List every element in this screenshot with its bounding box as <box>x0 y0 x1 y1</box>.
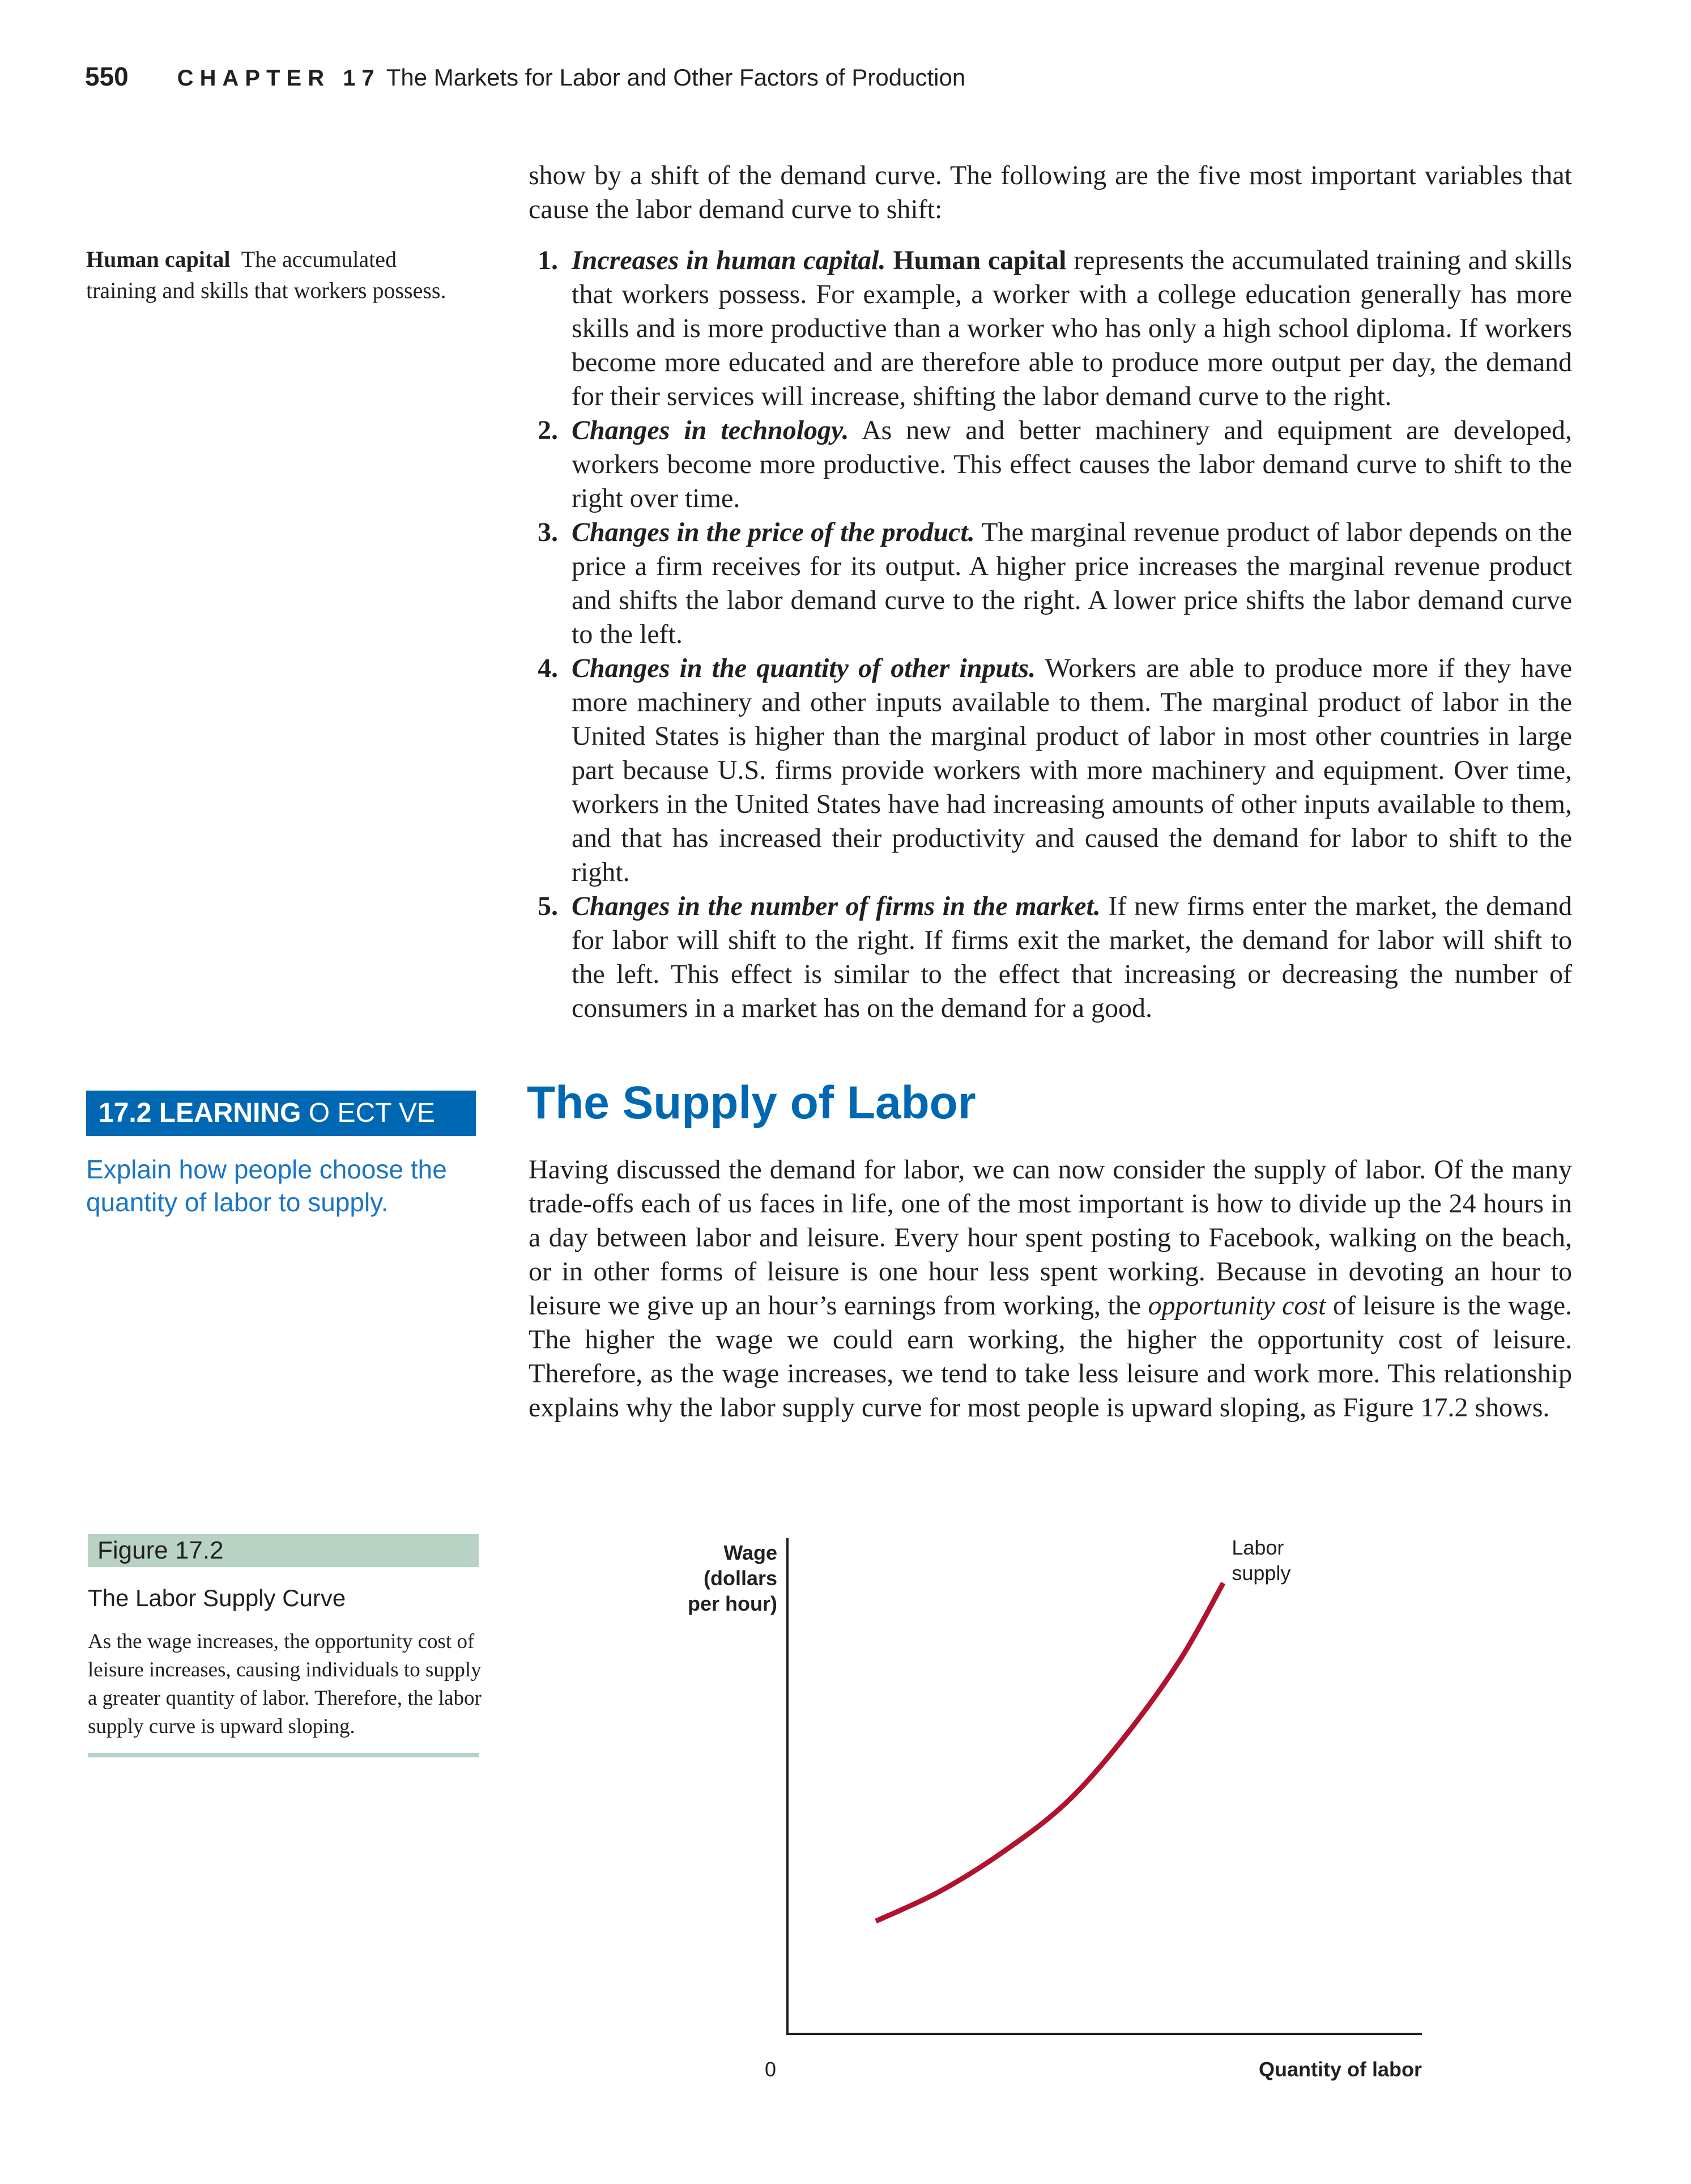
figure-label-bar <box>88 1534 479 1567</box>
y-axis-label: per hour) <box>688 1592 777 1615</box>
chapter-label: CHAPTER 17 <box>177 66 381 91</box>
glossary-definition: The accumulated training and skills that… <box>86 246 446 303</box>
figure-title: The Labor Supply Curve <box>88 1585 346 1611</box>
origin-label: 0 <box>765 2058 776 2081</box>
series-label: Labor <box>1232 1536 1284 1559</box>
list-text: represents the accumulated training and … <box>572 245 1573 411</box>
list-item: 2. Changes in technology. As new and bet… <box>529 414 1572 516</box>
figure-divider <box>88 1753 479 1757</box>
list-item: 3. Changes in the price of the product. … <box>529 516 1572 652</box>
learning-objective-banner: 17.2 LEARNING O ECT VE <box>86 1091 476 1136</box>
list-lead: Changes in the number of firms in the ma… <box>572 891 1101 921</box>
key-term: Human capital <box>893 245 1067 275</box>
intro-paragraph: show by a shift of the demand curve. The… <box>529 160 1572 224</box>
list-number: 5. <box>538 891 558 921</box>
emphasized-term: opportunity cost <box>1148 1291 1326 1321</box>
list-lead: Changes in the price of the product. <box>572 517 975 547</box>
list-item: 5. Changes in the number of firms in the… <box>529 889 1572 1025</box>
list-number: 1. <box>538 245 558 275</box>
page-number: 550 <box>85 62 129 91</box>
section-heading: The Supply of Labor <box>527 1077 976 1129</box>
x-axis-label: Quantity of labor <box>1259 2058 1422 2081</box>
list-number: 2. <box>538 415 558 445</box>
list-text: The marginal revenue product of labor de… <box>572 517 1573 649</box>
learning-objective-suffix: O ECT VE <box>308 1098 435 1128</box>
glossary-term: Human capital <box>86 246 231 272</box>
list-item: 1. Increases in human capital. Human cap… <box>529 244 1572 414</box>
list-lead: Increases in human capital. <box>572 245 886 275</box>
figure-caption: As the wage increases, the opportunity c… <box>88 1630 482 1738</box>
running-header: 550 CHAPTER 17 The Markets for Labor and … <box>85 61 965 92</box>
list-item: 4. Changes in the quantity of other inpu… <box>529 652 1572 889</box>
paragraph-text: Having discussed the demand for labor, w… <box>529 1155 1572 1321</box>
learning-objective-title: 17.2 LEARNING <box>99 1098 301 1128</box>
learning-objective-text: Explain how people choose the quantity o… <box>86 1155 447 1217</box>
chapter-title: The Markets for Labor and Other Factors … <box>386 64 966 91</box>
factor-list: 1. Increases in human capital. Human cap… <box>529 244 1572 1025</box>
y-axis-label: (dollars <box>704 1566 777 1590</box>
list-text: Workers are able to produce more if they… <box>572 653 1572 887</box>
labor-supply-curve <box>875 1581 1226 1924</box>
list-lead: Changes in the quantity of other inputs. <box>572 653 1036 683</box>
list-lead: Changes in technology. <box>572 415 849 445</box>
figure-label: Figure 17.2 <box>97 1536 224 1564</box>
section-paragraph: Having discussed the demand for labor, w… <box>529 1153 1572 1425</box>
paragraph-text: of leisure is the wage. The higher the w… <box>529 1291 1573 1423</box>
series-label: supply <box>1232 1561 1290 1585</box>
list-number: 3. <box>538 517 558 547</box>
list-text: If new firms enter the market, the deman… <box>572 891 1573 1023</box>
y-axis-label: Wage <box>723 1541 777 1564</box>
list-text: As new and better machinery and equipmen… <box>572 415 1573 513</box>
glossary-entry: Human capital The accumulated training a… <box>86 244 449 306</box>
list-number: 4. <box>538 653 558 683</box>
